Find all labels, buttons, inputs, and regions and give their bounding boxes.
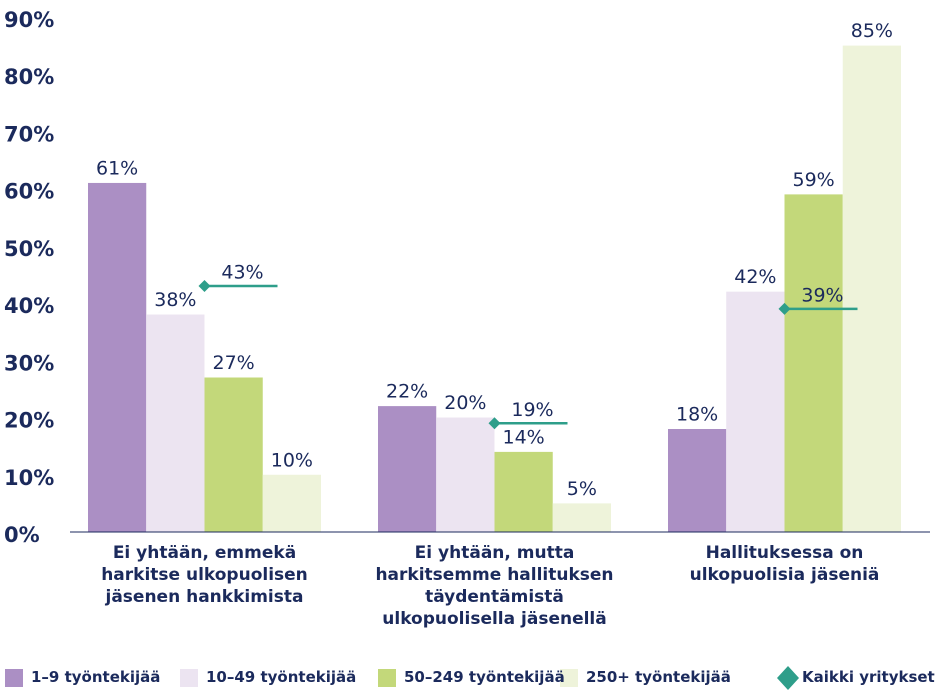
- bar: [784, 194, 843, 532]
- value-label: 38%: [154, 289, 196, 311]
- x-tick-label: Ei yhtään, emmekä harkitse ulkopuolisen …: [101, 543, 308, 607]
- bar: [668, 429, 727, 532]
- value-label: 27%: [213, 352, 255, 374]
- y-tick-label: 0%: [4, 523, 40, 547]
- value-label: 59%: [793, 169, 835, 191]
- value-label: 5%: [567, 478, 597, 500]
- bar: [204, 377, 263, 532]
- value-label: 42%: [734, 266, 776, 288]
- marker-label: 43%: [221, 261, 263, 283]
- marker-label: 19%: [511, 399, 553, 421]
- legend-swatch: [560, 669, 578, 687]
- marker-diamond: [488, 417, 501, 430]
- legend-label: Kaikki yritykset: [802, 668, 935, 686]
- legend-swatch: [180, 669, 198, 687]
- marker-diamond: [778, 302, 791, 315]
- y-tick-label: 30%: [4, 351, 54, 375]
- y-tick-label: 50%: [4, 237, 54, 261]
- bar: [842, 45, 901, 532]
- value-label: 61%: [96, 157, 138, 179]
- bar: [726, 291, 785, 532]
- y-tick-label: 60%: [4, 180, 54, 204]
- x-tick-label: Ei yhtään, mutta harkitsemme hallituksen…: [375, 543, 614, 629]
- bar: [146, 314, 205, 532]
- legend-label: 250+ työntekijää: [586, 668, 731, 686]
- y-tick-label: 40%: [4, 294, 54, 318]
- value-label: 10%: [271, 449, 313, 471]
- bar: [262, 474, 321, 532]
- bar: [552, 503, 611, 532]
- value-label: 20%: [444, 392, 486, 414]
- y-tick-label: 70%: [4, 122, 54, 146]
- legend-swatch: [777, 666, 799, 690]
- bar: [378, 406, 437, 532]
- y-tick-label: 80%: [4, 65, 54, 89]
- x-tick-label: Hallituksessa on ulkopuolisia jäseniä: [689, 543, 880, 585]
- y-tick-label: 10%: [4, 466, 54, 490]
- value-label: 14%: [503, 426, 545, 448]
- legend-label: 50–249 työntekijää: [404, 668, 565, 686]
- bar: [88, 182, 147, 532]
- value-label: 22%: [386, 381, 428, 403]
- bar: [494, 451, 553, 532]
- y-tick-label: 20%: [4, 409, 54, 433]
- legend-label: 1–9 työntekijää: [31, 668, 161, 686]
- legend-swatch: [5, 669, 23, 687]
- legend-swatch: [378, 669, 396, 687]
- value-label: 85%: [851, 20, 893, 42]
- marker-diamond: [198, 279, 211, 292]
- value-label: 18%: [676, 404, 718, 426]
- bar: [436, 417, 495, 532]
- legend-label: 10–49 työntekijää: [206, 668, 357, 686]
- marker-label: 39%: [801, 284, 843, 306]
- y-tick-label: 90%: [4, 8, 54, 32]
